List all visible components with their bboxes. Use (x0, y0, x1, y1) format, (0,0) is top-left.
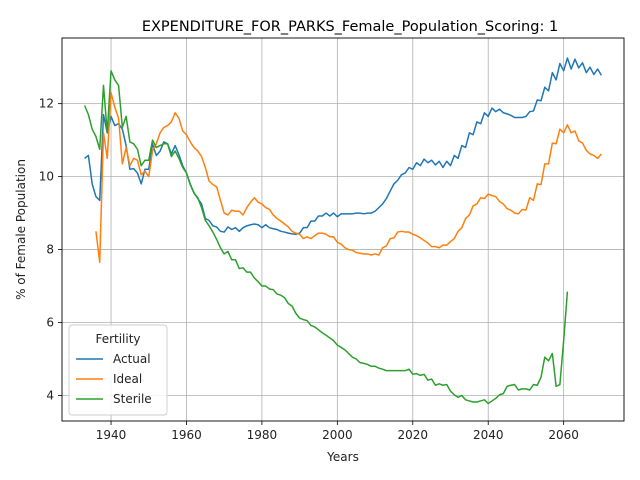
series-line-ideal (95, 91, 602, 264)
x-tick-label: 2060 (548, 428, 579, 442)
legend-label-ideal: Ideal (113, 372, 142, 386)
y-tick-label: 12 (39, 97, 54, 111)
series-line-sterile (83, 70, 569, 405)
x-tick-label: 1980 (247, 428, 278, 442)
y-tick-label: 10 (39, 170, 54, 184)
x-tick-label: 1960 (171, 428, 202, 442)
x-axis: 1940 1960 1980 2000 2020 2040 2060 (96, 421, 579, 442)
legend: Fertility Actual Ideal Sterile (68, 324, 168, 416)
legend-label-actual: Actual (113, 352, 151, 366)
x-tick-label: 1940 (96, 428, 127, 442)
y-axis: 4 6 8 10 12 (39, 97, 62, 402)
x-axis-label: Years (326, 450, 359, 464)
y-tick-label: 8 (46, 243, 54, 257)
legend-box (68, 324, 168, 416)
x-tick-label: 2020 (398, 428, 429, 442)
y-tick-label: 4 (46, 388, 54, 402)
chart-title: EXPENDITURE_FOR_PARKS_Female_Population_… (142, 19, 558, 35)
legend-items: Actual Ideal Sterile (76, 352, 152, 406)
x-tick-label: 2000 (322, 428, 353, 442)
plot-frame (61, 37, 625, 422)
y-tick-label: 6 (46, 316, 54, 330)
legend-title: Fertility (95, 332, 140, 346)
x-tick-label: 2040 (473, 428, 504, 442)
series-layer (83, 57, 603, 405)
y-axis-label: % of Female Population (14, 159, 28, 300)
legend-label-sterile: Sterile (113, 392, 152, 406)
